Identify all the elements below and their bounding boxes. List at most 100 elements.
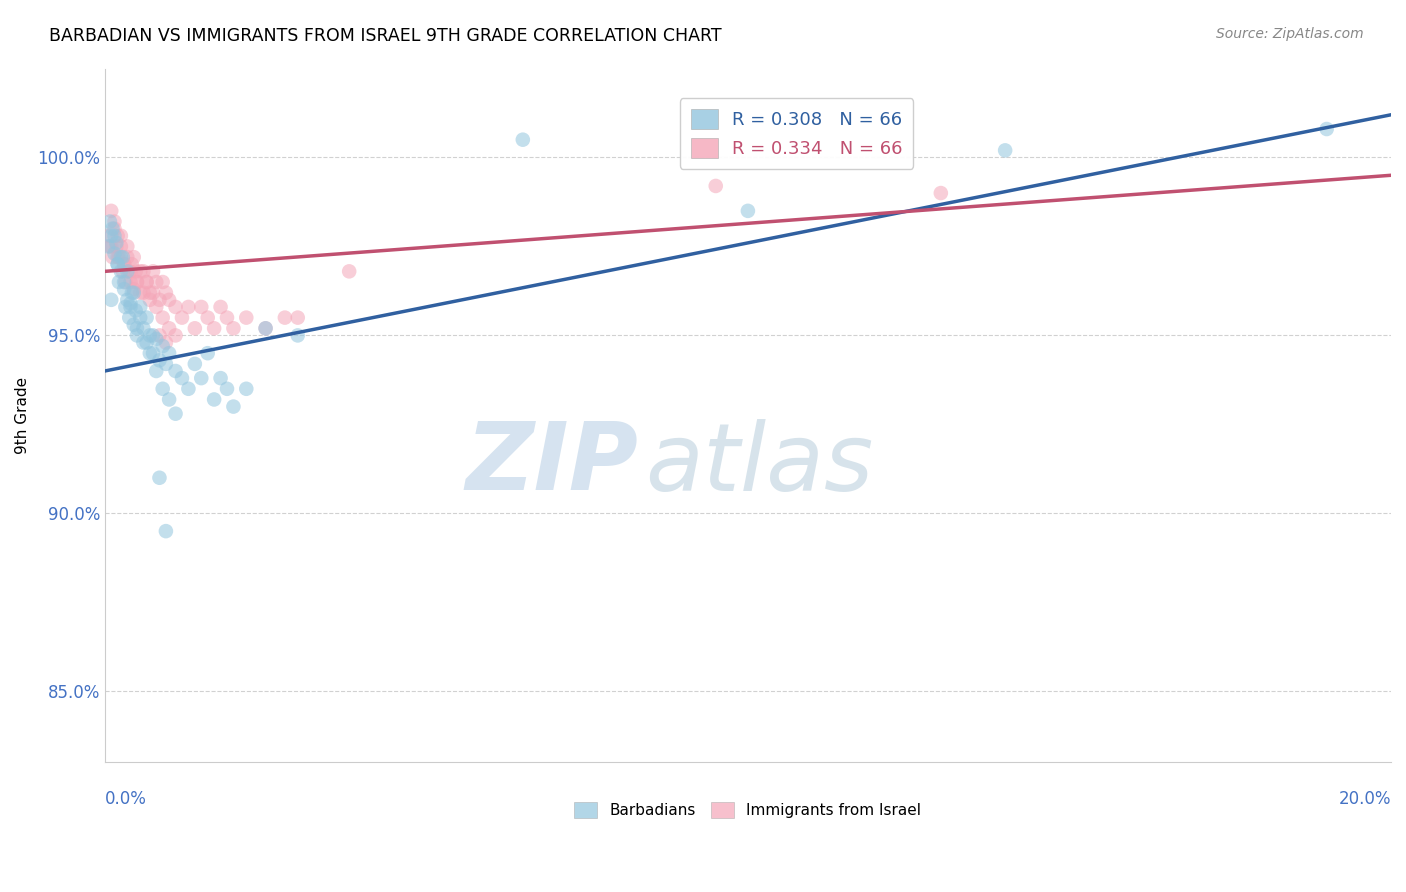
Point: [139, 346, 162, 360]
Point: [157, 321, 180, 335]
Point: [177, 382, 200, 396]
Point: [142, 328, 165, 343]
Point: [110, 250, 132, 264]
Point: [209, 300, 232, 314]
Point: [197, 310, 219, 325]
Point: [155, 335, 177, 350]
Point: [103, 246, 125, 260]
Point: [122, 282, 145, 296]
Point: [165, 328, 187, 343]
Point: [177, 300, 200, 314]
Point: [145, 364, 167, 378]
Text: BARBADIAN VS IMMIGRANTS FROM ISRAEL 9TH GRADE CORRELATION CHART: BARBADIAN VS IMMIGRANTS FROM ISRAEL 9TH …: [49, 27, 721, 45]
Point: [97, 239, 120, 253]
Point: [152, 310, 174, 325]
Point: [132, 285, 155, 300]
Point: [125, 275, 148, 289]
Point: [121, 285, 143, 300]
Text: 0.0%: 0.0%: [105, 790, 146, 808]
Point: [98, 239, 121, 253]
Point: [222, 400, 245, 414]
Point: [124, 264, 146, 278]
Point: [118, 264, 141, 278]
Point: [254, 321, 277, 335]
Text: atlas: atlas: [645, 418, 873, 509]
Point: [120, 300, 142, 314]
Point: [117, 250, 139, 264]
Point: [184, 357, 207, 371]
Point: [110, 228, 132, 243]
Point: [107, 250, 129, 264]
Point: [170, 371, 193, 385]
Point: [101, 221, 124, 235]
Point: [222, 321, 245, 335]
Point: [108, 250, 131, 264]
Point: [152, 339, 174, 353]
Point: [190, 371, 212, 385]
Point: [114, 275, 136, 289]
Point: [165, 407, 187, 421]
Point: [120, 275, 142, 289]
Point: [103, 221, 125, 235]
Point: [117, 239, 139, 253]
Point: [145, 275, 167, 289]
Text: Source: ZipAtlas.com: Source: ZipAtlas.com: [1216, 27, 1364, 41]
Point: [197, 346, 219, 360]
Point: [105, 239, 128, 253]
Point: [215, 382, 238, 396]
Point: [112, 257, 135, 271]
Point: [254, 321, 277, 335]
Point: [107, 228, 129, 243]
Point: [132, 335, 155, 350]
Point: [190, 300, 212, 314]
Point: [139, 328, 162, 343]
Point: [120, 296, 142, 310]
Point: [184, 321, 207, 335]
Point: [235, 382, 257, 396]
Point: [105, 235, 128, 250]
Y-axis label: 9th Grade: 9th Grade: [15, 377, 30, 454]
Point: [110, 264, 132, 278]
Point: [125, 321, 148, 335]
Point: [118, 310, 141, 325]
Point: [125, 275, 148, 289]
Point: [129, 264, 152, 278]
Point: [202, 392, 225, 407]
Point: [100, 239, 122, 253]
Point: [98, 214, 121, 228]
Point: [142, 346, 165, 360]
Point: [100, 228, 122, 243]
Point: [202, 321, 225, 335]
Point: [122, 285, 145, 300]
Point: [129, 300, 152, 314]
Point: [1316, 122, 1339, 136]
Text: ZIP: ZIP: [465, 418, 638, 510]
Point: [112, 257, 135, 271]
Point: [157, 392, 180, 407]
Point: [108, 275, 131, 289]
Point: [122, 250, 145, 264]
Point: [129, 285, 152, 300]
Point: [142, 264, 165, 278]
Point: [155, 524, 177, 538]
Point: [145, 332, 167, 346]
Point: [737, 203, 759, 218]
Point: [215, 310, 238, 325]
Point: [135, 335, 157, 350]
Point: [129, 310, 152, 325]
Point: [135, 275, 157, 289]
Legend: Barbadians, Immigrants from Israel: Barbadians, Immigrants from Israel: [568, 796, 928, 824]
Point: [994, 144, 1017, 158]
Point: [107, 257, 129, 271]
Point: [132, 264, 155, 278]
Point: [929, 186, 952, 200]
Point: [274, 310, 297, 325]
Point: [101, 250, 124, 264]
Point: [287, 310, 309, 325]
Point: [165, 364, 187, 378]
Point: [110, 239, 132, 253]
Point: [148, 471, 170, 485]
Point: [139, 293, 162, 307]
Point: [122, 318, 145, 332]
Point: [100, 293, 122, 307]
